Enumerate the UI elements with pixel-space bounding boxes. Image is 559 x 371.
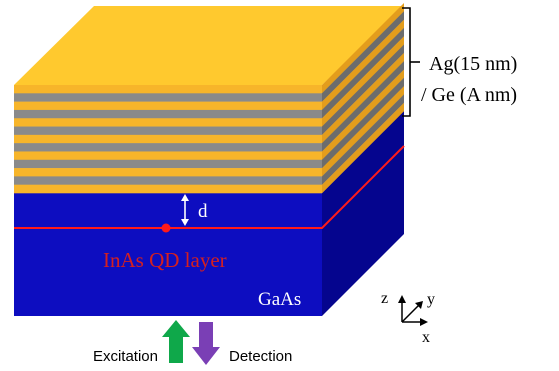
ag-layer-side bbox=[322, 36, 404, 127]
stack-front-face bbox=[14, 85, 322, 194]
y-axis-arrowhead bbox=[415, 301, 423, 309]
ge-layer-side bbox=[322, 61, 404, 152]
gaas-front-face bbox=[14, 193, 322, 316]
multilayer-label-line2: / Ge (A nm) bbox=[421, 84, 517, 106]
ge-layer-front bbox=[14, 159, 322, 169]
ge-layer-side bbox=[322, 44, 404, 136]
ag-layer-side bbox=[322, 86, 404, 177]
z-axis-arrowhead bbox=[398, 295, 406, 303]
ag-layer-front bbox=[14, 151, 322, 161]
excitation-arrow bbox=[162, 320, 190, 363]
stack-side-face bbox=[322, 3, 404, 194]
qd-layer-line bbox=[14, 145, 405, 233]
multilayer-label-line1: Ag(15 nm) bbox=[429, 53, 517, 75]
ge-layer-front bbox=[14, 126, 322, 136]
ge-layer-front bbox=[14, 93, 322, 102]
ge-layer-side bbox=[322, 94, 404, 185]
qd-layer-red-line bbox=[14, 145, 405, 229]
x-axis-label: x bbox=[422, 329, 430, 346]
ge-layer-front bbox=[14, 143, 322, 152]
coordinate-axes bbox=[398, 295, 428, 326]
stack-top-face bbox=[14, 6, 404, 85]
y-axis bbox=[401, 304, 420, 323]
x-axis-arrowhead bbox=[420, 318, 428, 326]
ag-layer-front bbox=[14, 184, 322, 194]
gaas-substrate-block bbox=[14, 110, 404, 316]
ag-layer-side bbox=[322, 69, 404, 161]
spacer-label: d bbox=[198, 201, 208, 222]
ag-layer-front bbox=[14, 118, 322, 127]
ag-layer-front bbox=[14, 134, 322, 144]
ag-layer-side bbox=[322, 3, 404, 94]
ag-layer-front bbox=[14, 85, 322, 94]
ge-layer-side bbox=[322, 11, 404, 102]
ag-ge-multilayer-stack bbox=[14, 3, 404, 194]
multilayer-bracket bbox=[402, 7, 420, 117]
detection-label: Detection bbox=[229, 348, 292, 365]
ag-layer-front bbox=[14, 168, 322, 177]
ge-layer-front bbox=[14, 176, 322, 185]
ag-layer-side bbox=[322, 102, 404, 194]
excitation-label: Excitation bbox=[93, 348, 158, 365]
detection-arrow bbox=[192, 322, 220, 365]
ge-layer-front bbox=[14, 109, 322, 119]
ge-layer-side bbox=[322, 27, 404, 119]
ag-layer-side bbox=[322, 19, 404, 111]
z-axis-label: z bbox=[381, 290, 388, 307]
qd-dot bbox=[161, 223, 171, 233]
ag-layer-front bbox=[14, 101, 322, 111]
y-axis-label: y bbox=[427, 291, 435, 308]
spacer-thickness-arrow bbox=[181, 194, 189, 226]
ag-layer-side bbox=[322, 52, 404, 144]
qd-layer-label: InAs QD layer bbox=[103, 248, 227, 272]
ge-layer-side bbox=[322, 77, 404, 169]
substrate-label: GaAs bbox=[258, 289, 301, 310]
gaas-side-face bbox=[322, 110, 404, 316]
